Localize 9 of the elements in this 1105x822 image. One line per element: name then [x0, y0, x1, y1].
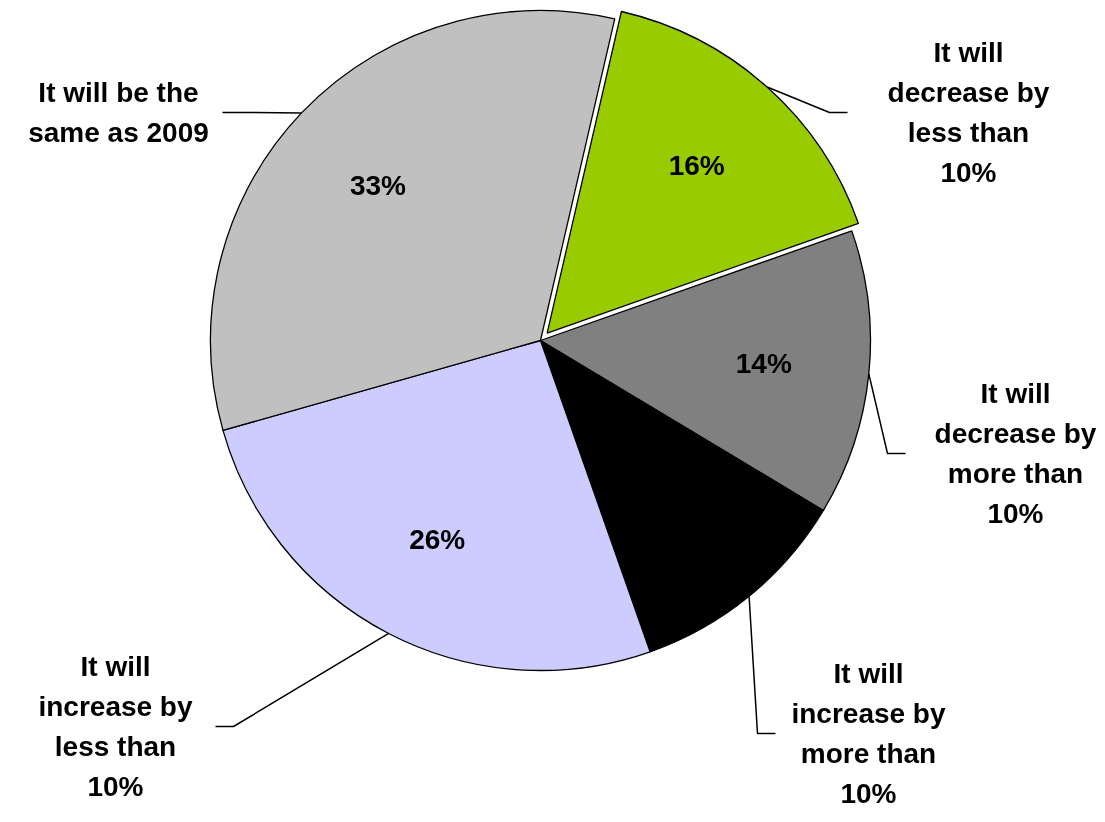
- slice-label: It will decrease by less than 10%: [887, 36, 1050, 189]
- slice-label: It will be the same as 2009: [28, 76, 209, 149]
- slice-label: It will decrease by more than 10%: [934, 377, 1097, 530]
- slice-label: It will increase by less than 10%: [38, 650, 193, 803]
- data-label: 14%: [735, 347, 792, 379]
- data-label: 26%: [409, 524, 466, 556]
- data-label: 16%: [668, 150, 725, 182]
- data-label: 33%: [349, 170, 407, 202]
- slice-label: It will increase by more than 10%: [791, 657, 946, 810]
